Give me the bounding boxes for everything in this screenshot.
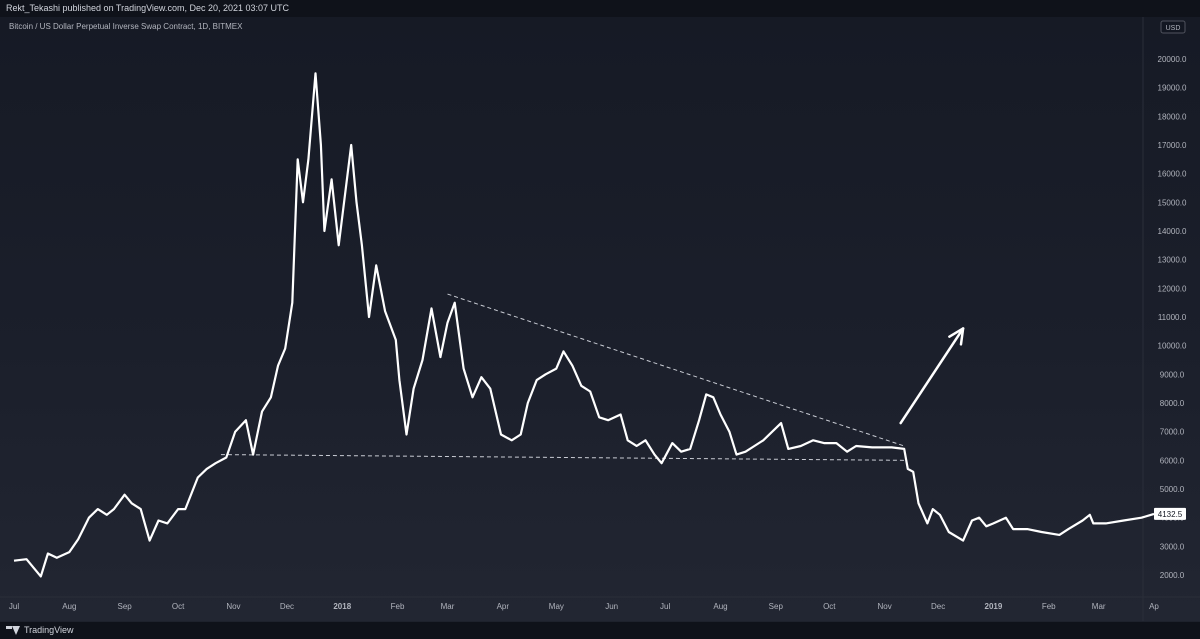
x-tick-label: Jul bbox=[9, 602, 19, 611]
tradingview-logo[interactable]: TradingView bbox=[6, 625, 74, 635]
bullish-arrow bbox=[899, 327, 965, 425]
dashed-trendline bbox=[447, 293, 905, 447]
x-tick-label: Dec bbox=[280, 602, 294, 611]
x-tick-label: Nov bbox=[877, 602, 891, 611]
y-tick-label: 9000.0 bbox=[1160, 370, 1185, 379]
x-tick-label: Oct bbox=[172, 602, 185, 611]
currency-label: USD bbox=[1166, 25, 1181, 32]
chart-area[interactable]: 2000.03000.04000.05000.06000.07000.08000… bbox=[0, 17, 1200, 621]
publisher-bar: Rekt_Tekashi published on TradingView.co… bbox=[0, 0, 1200, 18]
x-tick-label: Sep bbox=[117, 602, 132, 611]
x-tick-label: 2018 bbox=[333, 602, 351, 611]
x-tick-label: Aug bbox=[62, 602, 76, 611]
x-tick-label: Feb bbox=[391, 602, 405, 611]
last-price-tag: 4132.5 bbox=[1154, 507, 1186, 520]
y-tick-label: 8000.0 bbox=[1160, 399, 1185, 408]
publisher-line: Rekt_Tekashi published on TradingView.co… bbox=[6, 3, 289, 13]
y-tick-label: 6000.0 bbox=[1160, 456, 1185, 465]
x-tick-label: Aug bbox=[713, 602, 727, 611]
y-tick-label: 14000.0 bbox=[1158, 227, 1187, 236]
x-tick-label: Dec bbox=[931, 602, 945, 611]
x-tick-label: Sep bbox=[769, 602, 784, 611]
brand-name: TradingView bbox=[24, 625, 74, 635]
y-tick-label: 16000.0 bbox=[1158, 170, 1187, 179]
price-chart[interactable]: 2000.03000.04000.05000.06000.07000.08000… bbox=[0, 17, 1200, 621]
x-tick-label: Apr bbox=[497, 602, 510, 611]
y-tick-label: 15000.0 bbox=[1158, 198, 1187, 207]
x-tick-label: Jun bbox=[605, 602, 618, 611]
dashed-trendline bbox=[220, 454, 905, 461]
y-tick-label: 18000.0 bbox=[1158, 112, 1187, 121]
currency-box[interactable]: USD bbox=[1160, 20, 1186, 34]
y-tick-label: 10000.0 bbox=[1158, 342, 1187, 351]
y-tick-label: 5000.0 bbox=[1160, 485, 1185, 494]
y-tick-label: 11000.0 bbox=[1158, 313, 1187, 322]
price-line bbox=[13, 72, 1155, 578]
y-tick-label: 19000.0 bbox=[1158, 84, 1187, 93]
x-tick-label: Jul bbox=[660, 602, 670, 611]
x-axis[interactable]: Jul Aug Sep Oct Nov Dec 2018 Feb Mar Apr May Jun Jul… bbox=[9, 602, 1160, 611]
y-tick-label: 13000.0 bbox=[1158, 256, 1187, 265]
price-series bbox=[13, 72, 1155, 578]
y-tick-label: 2000.0 bbox=[1160, 571, 1185, 580]
x-tick-label: 2019 bbox=[985, 602, 1003, 611]
y-tick-label: 17000.0 bbox=[1158, 141, 1187, 150]
y-tick-label: 7000.0 bbox=[1160, 428, 1185, 437]
x-tick-label: Mar bbox=[1092, 602, 1106, 611]
x-tick-label: May bbox=[549, 602, 564, 611]
x-tick-label: Mar bbox=[441, 602, 455, 611]
y-axis[interactable]: 2000.03000.04000.05000.06000.07000.08000… bbox=[1158, 55, 1187, 580]
y-tick-label: 3000.0 bbox=[1160, 542, 1185, 551]
x-tick-label: Ap bbox=[1149, 602, 1159, 611]
y-tick-label: 12000.0 bbox=[1158, 284, 1187, 293]
x-tick-label: Oct bbox=[823, 602, 836, 611]
y-tick-label: 20000.0 bbox=[1158, 55, 1187, 64]
symbol-title: Bitcoin / US Dollar Perpetual Inverse Sw… bbox=[9, 22, 243, 31]
x-tick-label: Nov bbox=[226, 602, 240, 611]
x-tick-label: Feb bbox=[1042, 602, 1056, 611]
footer-bar: TradingView bbox=[0, 621, 1200, 639]
last-price-value: 4132.5 bbox=[1158, 510, 1183, 519]
tradingview-logo-icon bbox=[6, 625, 20, 635]
last-price-tag-box bbox=[1154, 507, 1186, 520]
annotations bbox=[220, 293, 965, 461]
bullish-arrow-head bbox=[948, 327, 965, 346]
